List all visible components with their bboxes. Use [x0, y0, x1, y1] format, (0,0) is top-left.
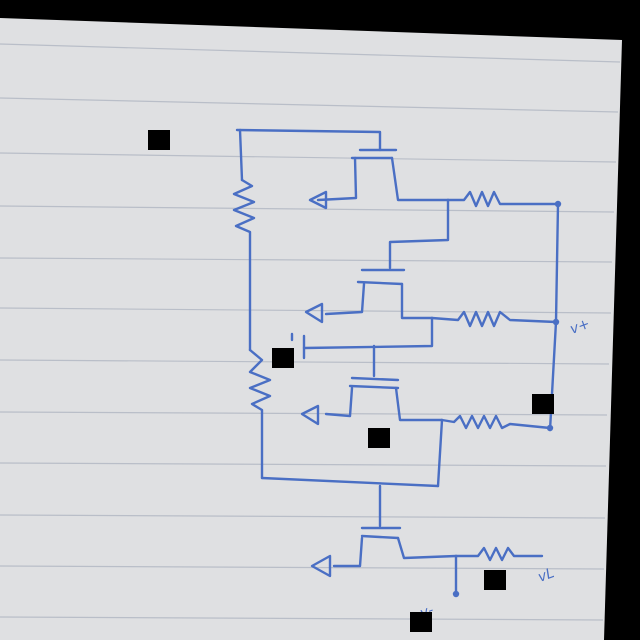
- paper-sheet: [0, 18, 622, 640]
- junction-dots: [452, 200, 562, 598]
- redaction-squares: [148, 10, 554, 632]
- label-v-l: vL: [536, 565, 557, 586]
- label-v-plus: v+: [568, 316, 592, 338]
- circuit-wires: [232, 128, 560, 596]
- ruled-lines: [0, 43, 621, 621]
